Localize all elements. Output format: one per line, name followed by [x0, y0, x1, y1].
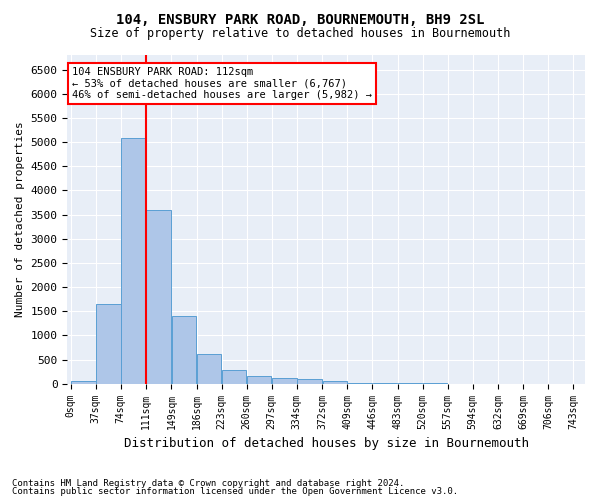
- Bar: [121, 138, 146, 384]
- Bar: [172, 316, 196, 384]
- Bar: [323, 382, 347, 384]
- Text: Contains public sector information licensed under the Open Government Licence v3: Contains public sector information licen…: [12, 487, 458, 496]
- Text: 104, ENSBURY PARK ROAD, BOURNEMOUTH, BH9 2SL: 104, ENSBURY PARK ROAD, BOURNEMOUTH, BH9…: [116, 12, 484, 26]
- Text: Size of property relative to detached houses in Bournemouth: Size of property relative to detached ho…: [90, 28, 510, 40]
- Bar: [272, 378, 296, 384]
- Y-axis label: Number of detached properties: Number of detached properties: [15, 122, 25, 317]
- Bar: [146, 210, 170, 384]
- Bar: [247, 376, 271, 384]
- Bar: [222, 370, 247, 384]
- Bar: [96, 304, 121, 384]
- Bar: [71, 381, 95, 384]
- Bar: [297, 380, 322, 384]
- Text: 104 ENSBURY PARK ROAD: 112sqm
← 53% of detached houses are smaller (6,767)
46% o: 104 ENSBURY PARK ROAD: 112sqm ← 53% of d…: [72, 67, 372, 100]
- Text: Contains HM Land Registry data © Crown copyright and database right 2024.: Contains HM Land Registry data © Crown c…: [12, 478, 404, 488]
- X-axis label: Distribution of detached houses by size in Bournemouth: Distribution of detached houses by size …: [124, 437, 529, 450]
- Bar: [197, 354, 221, 384]
